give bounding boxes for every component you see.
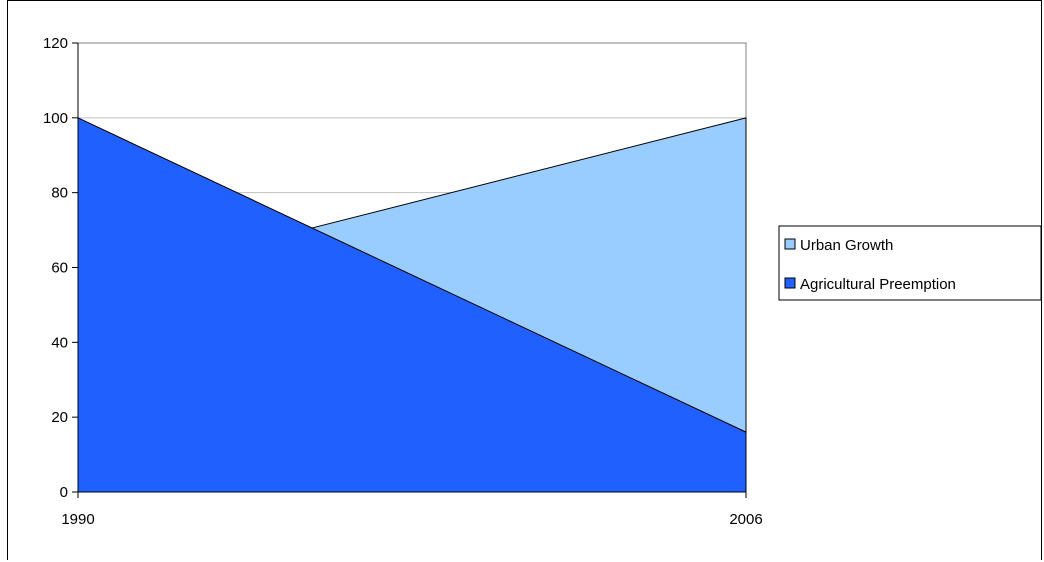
y-tick-label-60: 60	[51, 260, 68, 277]
legend-box	[778, 225, 1042, 301]
x-axis: 1990 2006	[61, 491, 763, 528]
legend-swatch-agricultural-preemption	[784, 277, 796, 289]
legend-swatch-urban-growth	[784, 238, 796, 250]
y-axis: 0 20 40 60 80 100 120	[43, 35, 79, 501]
legend: Urban Growth Agricultural Preemption	[778, 225, 1042, 301]
legend-label-urban-growth: Urban Growth	[800, 237, 893, 254]
y-tick-label-80: 80	[51, 185, 68, 202]
x-tick-label-1990: 1990	[61, 511, 94, 528]
x-tick-label-2006: 2006	[729, 511, 762, 528]
y-tick-label-120: 120	[43, 35, 68, 52]
series-areas	[77, 117, 747, 493]
legend-label-agricultural-preemption: Agricultural Preemption	[800, 276, 956, 293]
y-tick-label-20: 20	[51, 409, 68, 426]
y-tick-label-40: 40	[51, 334, 68, 351]
y-tick-label-0: 0	[60, 484, 68, 501]
y-tick-label-100: 100	[43, 110, 68, 127]
